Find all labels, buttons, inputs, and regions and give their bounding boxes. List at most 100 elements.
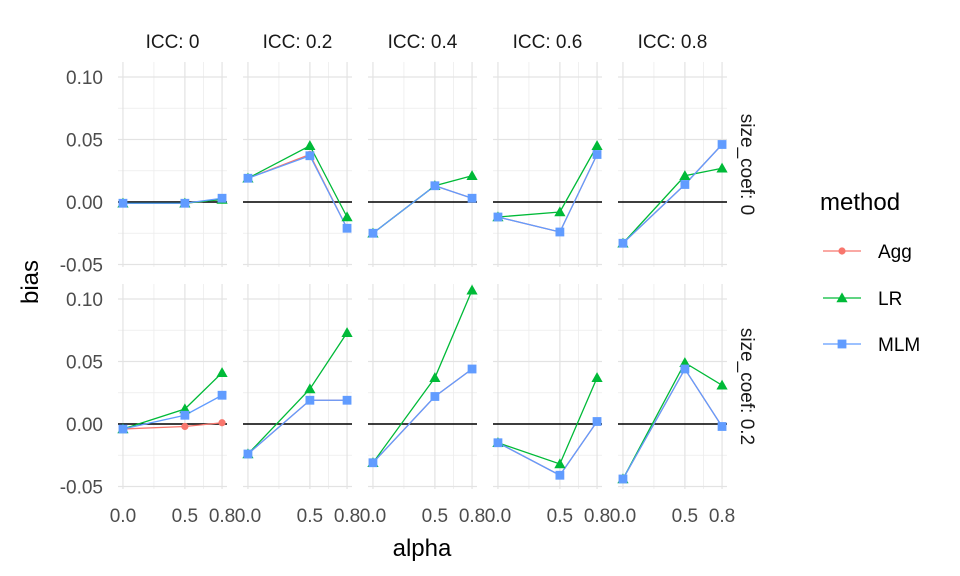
facet-col-label: ICC: 0.2 [263, 32, 333, 53]
series-line-lr [247, 144, 348, 218]
y-tick-label: 0.05 [66, 131, 103, 152]
legend-key-marker [836, 292, 848, 303]
x-tick-label: 0.8 [709, 506, 735, 527]
point-mlm [592, 417, 602, 426]
y-tick-label: -0.05 [60, 256, 103, 277]
point-lr [591, 140, 603, 150]
point-lr [554, 458, 566, 469]
point-mlm [680, 364, 690, 374]
point-mlm [430, 181, 440, 191]
point-mlm [118, 424, 128, 434]
point-mlm [180, 410, 190, 420]
series-line-mlm [497, 154, 598, 233]
point-mlm [555, 470, 565, 480]
point-mlm [243, 449, 253, 459]
y-tick-label: 0.10 [66, 290, 103, 311]
point-mlm [305, 395, 315, 405]
panel-r0-c0 [117, 62, 228, 267]
point-mlm [368, 458, 378, 468]
point-mlm [430, 392, 440, 401]
y-tick-label: 0.00 [66, 193, 103, 214]
x-tick-label: 0.0 [610, 506, 636, 527]
series-line-mlm [372, 368, 473, 464]
x-tick-label: 0.0 [235, 506, 261, 527]
x-tick-label: 0.8 [459, 506, 485, 527]
series-line-lr [622, 167, 723, 244]
point-lr [429, 372, 441, 382]
point-mlm [118, 198, 128, 208]
legend-key-marker [837, 339, 847, 349]
series-line-lr [372, 175, 473, 234]
point-mlm [717, 140, 727, 149]
point-lr [554, 206, 566, 217]
point-mlm [243, 173, 253, 183]
panel-r1-c1 [242, 284, 353, 489]
point-agg [181, 422, 189, 431]
panel-r0-c2 [367, 62, 478, 267]
series-line-agg [372, 368, 473, 464]
point-mlm [180, 198, 190, 208]
series-line-lr [122, 372, 223, 430]
series-line-lr [497, 145, 598, 218]
x-tick-label: 0.5 [297, 506, 323, 527]
y-tick-label: 0.00 [66, 415, 103, 436]
point-lr [304, 140, 316, 150]
x-tick-label: 0.0 [110, 506, 136, 527]
point-mlm [717, 422, 727, 431]
point-mlm [618, 474, 628, 484]
point-lr [716, 379, 728, 390]
panel-r1-c0 [117, 284, 228, 489]
facet-col-label: ICC: 0.8 [638, 32, 708, 53]
point-mlm [618, 238, 628, 248]
x-tick-label: 0.8 [584, 506, 610, 527]
point-lr [341, 327, 353, 337]
x-tick-label: 0.5 [672, 506, 698, 527]
point-lr [466, 170, 478, 180]
point-lr [179, 403, 191, 414]
point-lr [679, 170, 691, 180]
point-agg [218, 419, 226, 427]
point-mlm [493, 212, 503, 222]
point-mlm [305, 151, 315, 161]
x-tick-label: 0.8 [334, 506, 360, 527]
point-lr [216, 367, 228, 377]
panel-r0-c3 [492, 62, 603, 267]
axes: -0.05 0.00 0.05 0.10 -0.05 0.00 0.05 0.10 0.0 0.5… [60, 68, 736, 527]
x-tick-label: 0.0 [360, 506, 386, 527]
facet-strips: ICC: 0 ICC: 0.2 ICC: 0.4 ICC: 0.6 ICC: 0.8 si… [146, 32, 757, 445]
series-line-mlm [247, 399, 348, 455]
series-line-mlm [247, 154, 348, 229]
legend-label: MLM [878, 335, 920, 356]
legend-title: method [820, 189, 900, 216]
y-tick-label: -0.05 [60, 478, 103, 499]
panel-r0-c1 [242, 62, 353, 267]
series-line-agg [247, 399, 348, 455]
point-lr [341, 211, 353, 222]
legend: method Agg LR MLM [820, 189, 920, 356]
point-mlm [342, 395, 352, 405]
y-tick-label: 0.10 [66, 68, 103, 89]
legend-entry-mlm: MLM [823, 335, 920, 356]
series-line-lr [247, 332, 348, 455]
x-tick-label: 0.5 [547, 506, 573, 527]
facet-row-label: size_coef: 0 [736, 114, 757, 215]
point-lr [591, 372, 603, 382]
point-mlm [217, 390, 227, 400]
point-mlm [555, 227, 565, 237]
x-tick-label: 0.5 [172, 506, 198, 527]
series-line-agg [247, 153, 348, 229]
point-lr [679, 357, 691, 367]
point-mlm [217, 193, 227, 203]
legend-entry-agg: Agg [823, 242, 912, 263]
point-mlm [493, 438, 503, 448]
x-tick-label: 0.5 [422, 506, 448, 527]
point-mlm [342, 223, 352, 233]
legend-label: Agg [878, 242, 912, 263]
point-mlm [680, 180, 690, 189]
series-line-mlm [372, 185, 473, 234]
x-tick-label: 0.0 [485, 506, 511, 527]
series-line-lr [372, 289, 473, 464]
y-tick-label: 0.05 [66, 353, 103, 374]
point-lr [304, 383, 316, 394]
